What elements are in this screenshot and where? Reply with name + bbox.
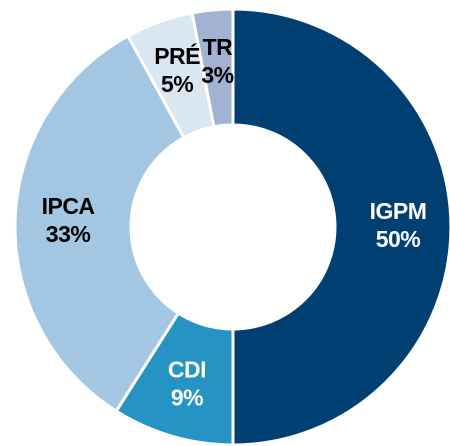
slice-label: PRÉ <box>154 42 200 69</box>
slice-label: CDI <box>168 357 206 383</box>
donut-slice <box>13 33 186 414</box>
slice-value-label: 50% <box>376 226 421 252</box>
donut-slice <box>190 7 235 129</box>
slice-value-label: 5% <box>161 71 193 97</box>
slice-label: IGPM <box>370 198 427 224</box>
slice-value-label: 9% <box>171 385 203 411</box>
slice-value-label: 3% <box>201 62 233 88</box>
slice-label: IPCA <box>42 193 95 219</box>
donut-slice <box>231 7 450 446</box>
slice-label: TR <box>203 34 234 60</box>
slice-value-label: 33% <box>46 221 91 247</box>
